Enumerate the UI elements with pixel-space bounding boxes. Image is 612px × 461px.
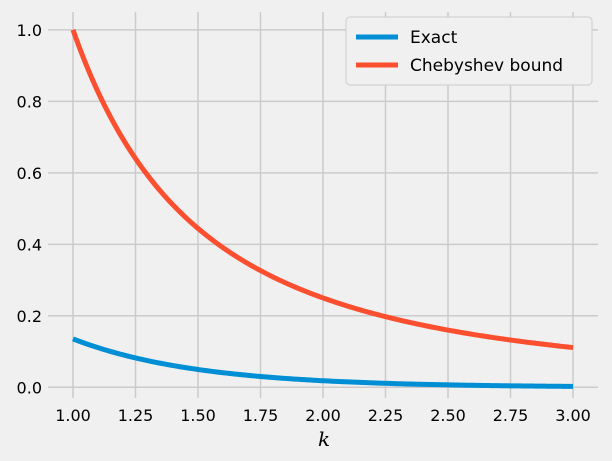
x-tick-label: 3.00 xyxy=(555,406,591,425)
x-tick-label: 1.25 xyxy=(118,406,154,425)
y-tick-label: 1.0 xyxy=(17,21,42,40)
x-tick-label: 2.25 xyxy=(368,406,404,425)
series-lines xyxy=(70,29,574,389)
series-line-exact xyxy=(72,336,574,389)
y-tick-label: 0.8 xyxy=(17,92,42,111)
legend: Exact Chebyshev bound xyxy=(345,16,593,86)
x-axis-label: k xyxy=(318,427,330,451)
legend-label-exact: Exact xyxy=(410,28,458,48)
x-tick-label: 1.50 xyxy=(180,406,216,425)
x-tick-labels: 1.00 1.25 1.50 1.75 2.00 2.25 2.50 2.75 3.00 xyxy=(55,406,591,425)
legend-box xyxy=(345,16,593,86)
y-tick-label: 0.2 xyxy=(17,307,42,326)
x-tick-label: 1.75 xyxy=(243,406,279,425)
x-tick-label: 2.00 xyxy=(305,406,341,425)
y-tick-label: 0.4 xyxy=(17,235,42,254)
y-tick-label: 0.0 xyxy=(17,378,42,397)
legend-label-chebyshev-bound: Chebyshev bound xyxy=(410,56,563,76)
y-tick-label: 0.6 xyxy=(17,164,42,183)
x-tick-label: 2.75 xyxy=(493,406,529,425)
x-tick-label: 1.00 xyxy=(55,406,91,425)
y-tick-labels: 0.0 0.2 0.4 0.6 0.8 1.0 xyxy=(17,21,42,397)
x-tick-label: 2.50 xyxy=(430,406,466,425)
series-line-chebyshev-bound xyxy=(70,29,574,351)
